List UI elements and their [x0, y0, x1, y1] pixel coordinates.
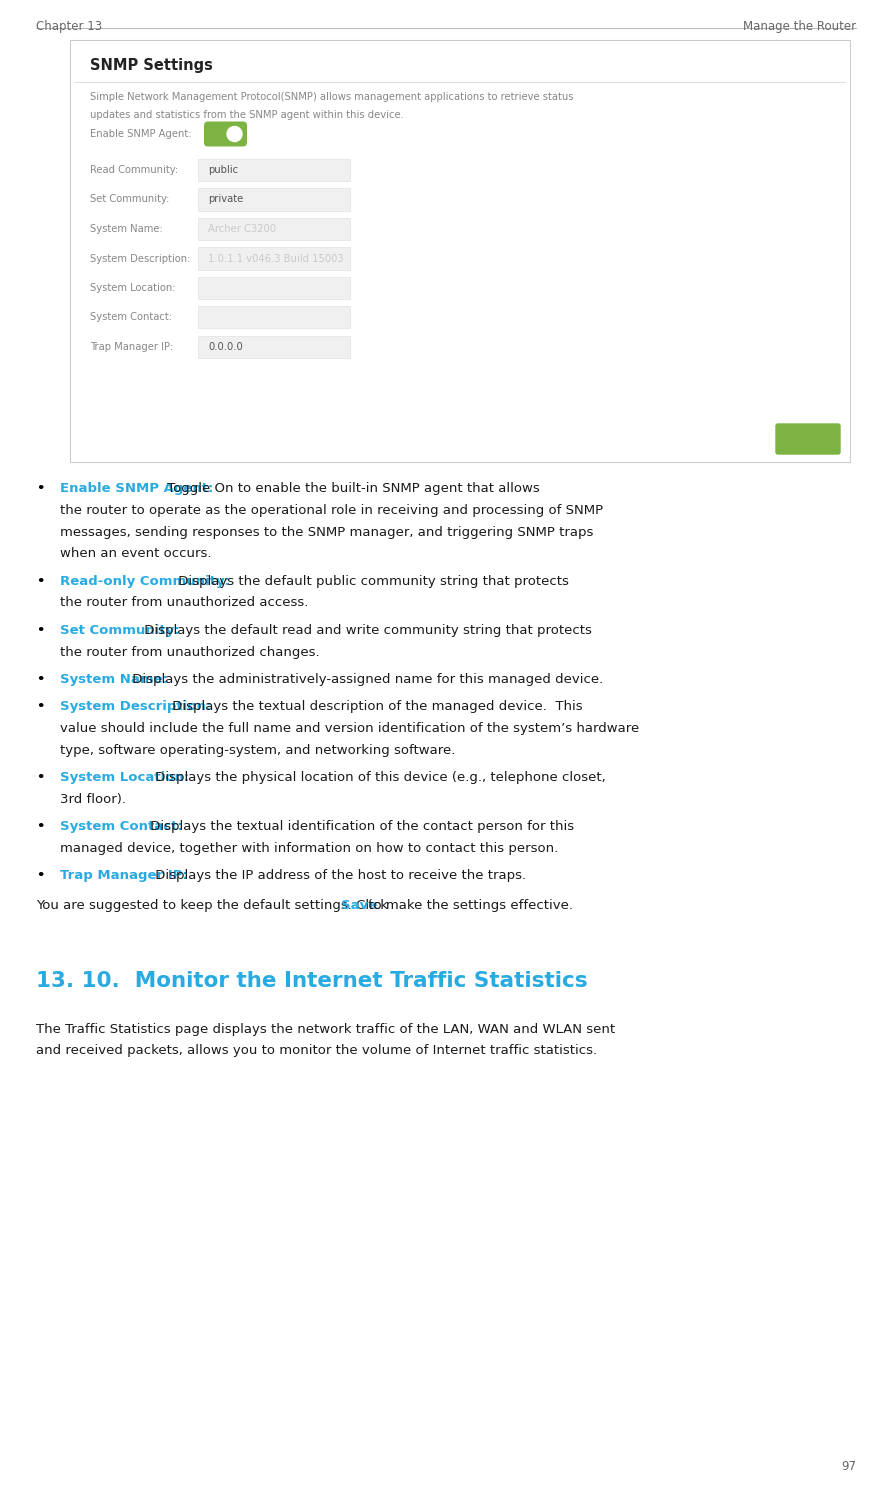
FancyBboxPatch shape [776, 425, 840, 454]
Text: •: • [36, 624, 45, 637]
FancyBboxPatch shape [198, 248, 350, 269]
Text: the router from unauthorized changes.: the router from unauthorized changes. [60, 646, 319, 659]
FancyBboxPatch shape [198, 159, 350, 181]
Text: Archer C3200: Archer C3200 [208, 224, 276, 235]
Text: •: • [36, 869, 45, 882]
Text: Trap Manager IP:: Trap Manager IP: [90, 342, 173, 352]
Text: SNMP Settings: SNMP Settings [90, 58, 213, 73]
Text: Displays the physical location of this device (e.g., telephone closet,: Displays the physical location of this d… [152, 771, 606, 784]
Text: System Description:: System Description: [60, 701, 211, 713]
Text: Enable SNMP Agent:: Enable SNMP Agent: [60, 483, 213, 495]
Circle shape [227, 126, 242, 141]
Text: Trap Manager IP:: Trap Manager IP: [60, 869, 187, 882]
FancyBboxPatch shape [198, 218, 350, 241]
Text: Chapter 13: Chapter 13 [36, 19, 102, 33]
Text: Displays the default public community string that protects: Displays the default public community st… [174, 575, 569, 588]
Text: System Contact:: System Contact: [90, 312, 172, 322]
Text: Read Community:: Read Community: [90, 165, 178, 175]
Text: The Traffic Statistics page displays the network traffic of the LAN, WAN and WLA: The Traffic Statistics page displays the… [36, 1023, 615, 1035]
Text: System Contact:: System Contact: [60, 820, 183, 833]
FancyBboxPatch shape [70, 40, 850, 462]
Text: •: • [36, 701, 45, 713]
Text: type, software operating-system, and networking software.: type, software operating-system, and net… [60, 744, 456, 757]
FancyBboxPatch shape [198, 306, 350, 328]
Text: •: • [36, 673, 45, 686]
Text: 13. 10.  Monitor the Internet Traffic Statistics: 13. 10. Monitor the Internet Traffic Sta… [36, 971, 588, 990]
Text: Displays the textual identification of the contact person for this: Displays the textual identification of t… [145, 820, 574, 833]
FancyBboxPatch shape [198, 336, 350, 358]
Text: 97: 97 [841, 1460, 856, 1473]
Text: Read-only Community:: Read-only Community: [60, 575, 230, 588]
Text: messages, sending responses to the SNMP manager, and triggering SNMP traps: messages, sending responses to the SNMP … [60, 526, 593, 539]
Text: to make the settings effective.: to make the settings effective. [364, 898, 573, 912]
Text: Simple Network Management Protocol(SNMP) allows management applications to retri: Simple Network Management Protocol(SNMP)… [90, 92, 574, 102]
Text: System Name:: System Name: [90, 224, 162, 235]
Text: Set Community:: Set Community: [60, 624, 179, 637]
Text: System Location:: System Location: [60, 771, 189, 784]
Text: value should include the full name and version identification of the system’s ha: value should include the full name and v… [60, 722, 640, 735]
Text: Enable SNMP Agent:: Enable SNMP Agent: [90, 129, 192, 140]
Text: managed device, together with information on how to contact this person.: managed device, together with informatio… [60, 842, 558, 855]
Text: private: private [208, 195, 244, 205]
Text: •: • [36, 483, 45, 495]
Text: 3rd floor).: 3rd floor). [60, 793, 135, 806]
Text: •: • [36, 575, 45, 588]
Text: Manage the Router: Manage the Router [743, 19, 856, 33]
Text: Save: Save [342, 898, 377, 912]
Text: You are suggested to keep the default settings. Click: You are suggested to keep the default se… [36, 898, 392, 912]
Text: the router to operate as the operational role in receiving and processing of SNM: the router to operate as the operational… [60, 503, 603, 517]
Text: public: public [208, 165, 238, 175]
Text: Displays the textual description of the managed device.  This: Displays the textual description of the … [169, 701, 583, 713]
Text: •: • [36, 820, 45, 833]
Text: Set Community:: Set Community: [90, 195, 169, 205]
FancyBboxPatch shape [198, 278, 350, 298]
Text: Save: Save [796, 434, 821, 444]
Text: when an event occurs.: when an event occurs. [60, 548, 211, 560]
Text: and received packets, allows you to monitor the volume of Internet traffic stati: and received packets, allows you to moni… [36, 1044, 597, 1057]
Text: updates and statistics from the SNMP agent within this device.: updates and statistics from the SNMP age… [90, 110, 404, 120]
Text: System Location:: System Location: [90, 284, 176, 293]
Text: Displays the default read and write community string that protects: Displays the default read and write comm… [140, 624, 591, 637]
Text: 1.0.1.1 v046.3 Build 15003: 1.0.1.1 v046.3 Build 15003 [208, 254, 343, 263]
Text: the router from unauthorized access.: the router from unauthorized access. [60, 597, 309, 609]
Text: •: • [36, 771, 45, 784]
Text: System Description:: System Description: [90, 254, 190, 263]
Text: Displays the IP address of the host to receive the traps.: Displays the IP address of the host to r… [152, 869, 526, 882]
FancyBboxPatch shape [198, 189, 350, 211]
Text: 0.0.0.0: 0.0.0.0 [208, 342, 243, 352]
FancyBboxPatch shape [204, 122, 247, 147]
Text: Toggle On to enable the built-in SNMP agent that allows: Toggle On to enable the built-in SNMP ag… [162, 483, 540, 495]
Text: Displays the administratively-assigned name for this managed device.: Displays the administratively-assigned n… [128, 673, 604, 686]
Text: System Name:: System Name: [60, 673, 168, 686]
